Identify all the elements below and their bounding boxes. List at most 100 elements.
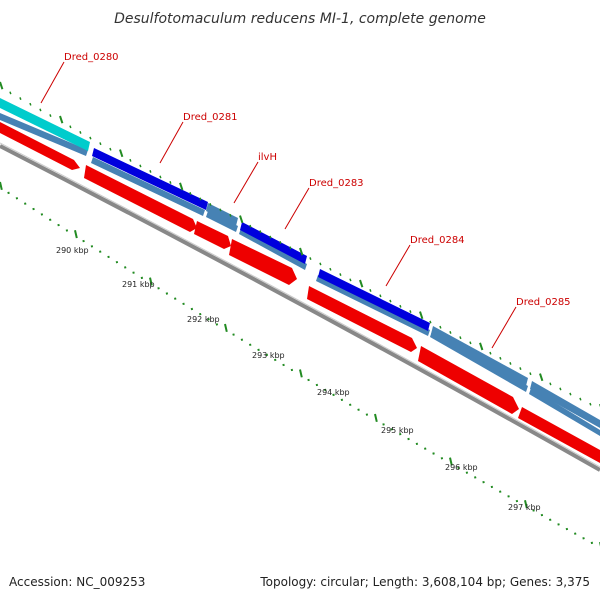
tick-mark — [0, 81, 4, 90]
gene-bar-cyan — [0, 98, 90, 151]
kbp-label: 297 kbp — [508, 503, 541, 512]
reverse-strand-genes — [0, 122, 600, 463]
forward-strand-genes — [0, 98, 600, 428]
tick-mark — [39, 108, 42, 112]
kbp-label: 290 kbp — [56, 246, 89, 255]
tick-mark — [419, 311, 424, 320]
tick-mark — [69, 125, 72, 129]
tick-mark — [99, 142, 102, 146]
gene-bar — [530, 381, 600, 428]
tick-mark — [269, 235, 272, 239]
tick-mark — [399, 304, 402, 308]
tick-mark — [239, 215, 244, 224]
tick-mark — [359, 279, 364, 288]
gene-labels: Dred_0280 Dred_0281 ilvH Dred_0283 Dred_… — [40, 52, 571, 349]
tick-mark — [459, 336, 462, 340]
gene-arrow — [518, 407, 600, 463]
tick-mark — [74, 230, 78, 239]
tick-mark — [129, 158, 132, 162]
gene-label-line — [40, 61, 65, 104]
tick-mark — [319, 262, 322, 266]
tick-mark — [489, 351, 492, 355]
tick-mark — [589, 402, 592, 406]
gene-bar — [92, 148, 208, 210]
gene-label-line — [159, 121, 184, 164]
gene-label-line — [385, 244, 411, 287]
gc-segment — [206, 211, 238, 232]
gc-segment — [239, 228, 307, 270]
tick-mark — [0, 181, 3, 191]
tick-mark — [559, 387, 562, 391]
gene-label-line — [284, 187, 310, 230]
accession-text: Accession: NC_009253 — [9, 575, 145, 589]
tick-mark — [529, 372, 532, 376]
gc-track — [0, 113, 600, 436]
tick-mark — [19, 97, 22, 101]
gene-arrow — [418, 346, 519, 414]
tick-mark — [189, 192, 192, 195]
tick-mark — [329, 267, 332, 271]
gc-segment — [91, 157, 205, 216]
tick-mark — [409, 310, 412, 313]
tick-mark — [569, 392, 572, 396]
gc-segment — [529, 388, 600, 436]
tick-mark — [159, 175, 162, 179]
tick-mark — [279, 241, 282, 244]
tick-mark — [119, 149, 124, 158]
gene-arrow — [307, 286, 417, 352]
tick-mark — [449, 331, 452, 334]
tick-mark — [149, 277, 153, 286]
kbp-label: 295 kbp — [381, 426, 414, 435]
tick-mark — [89, 136, 92, 140]
tick-mark — [199, 197, 202, 201]
tick-mark — [224, 323, 228, 333]
tick-mark — [499, 356, 502, 360]
kbp-label: 291 kbp — [122, 280, 155, 289]
gene-label: Dred_0280 — [64, 52, 119, 63]
gene-arrow — [194, 221, 231, 249]
tick-mark — [379, 294, 382, 298]
gc-segment — [316, 275, 430, 336]
tick-mark — [209, 203, 212, 206]
tick-mark — [549, 382, 552, 386]
tick-mark — [179, 182, 184, 191]
gene-label: Dred_0281 — [183, 112, 238, 123]
tick-mark — [59, 115, 64, 124]
kbp-label: 292 kbp — [187, 315, 220, 324]
tick-mark — [259, 230, 262, 234]
tick-mark — [229, 213, 232, 217]
tick-mark — [389, 299, 392, 303]
tick-mark — [439, 325, 442, 329]
tick-mark — [374, 413, 378, 423]
tick-mark — [299, 247, 304, 256]
tick-mark — [469, 341, 472, 345]
gene-bar — [240, 222, 307, 264]
tick-mark — [309, 257, 312, 260]
tick-mark — [369, 289, 372, 292]
tick-mark — [539, 373, 544, 382]
kbp-ruler: 290 kbp 291 kbp 292 kbp 293 kbp 294 kbp … — [56, 246, 541, 512]
gene-label: ilvH — [258, 152, 277, 163]
backbone — [0, 142, 600, 472]
map-title: Desulfotomaculum reducens MI-1, complete… — [114, 11, 486, 27]
genome-tracks — [0, 81, 600, 547]
tick-mark — [109, 147, 112, 151]
lower-tick-track — [0, 181, 600, 547]
gene-arrow — [229, 239, 297, 285]
gene-arrow — [84, 165, 197, 232]
tick-mark — [479, 342, 484, 351]
tick-mark — [339, 273, 342, 277]
kbp-label: 293 kbp — [252, 351, 285, 360]
gene-arrow — [0, 122, 80, 170]
upper-tick-track — [0, 81, 600, 408]
tick-mark — [169, 181, 172, 184]
tick-mark — [9, 91, 12, 95]
kbp-label: 294 kbp — [317, 388, 350, 397]
gene-bar — [318, 269, 430, 331]
gene-label: Dred_0285 — [516, 297, 571, 308]
tick-mark — [509, 362, 512, 365]
tick-mark — [519, 367, 522, 371]
tick-mark — [79, 131, 82, 134]
kbp-label: 296 kbp — [445, 463, 478, 472]
